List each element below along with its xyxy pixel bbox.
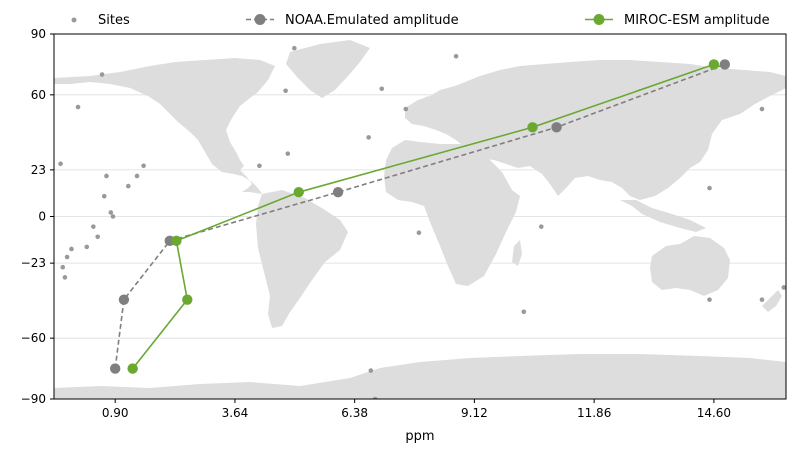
map-land-south-america (256, 190, 348, 328)
site-point-6 (99, 72, 105, 77)
miroc-point-1 (182, 294, 193, 305)
plot-area (54, 34, 786, 399)
site-point-10 (84, 244, 90, 250)
legend-label-sites: Sites (98, 13, 130, 28)
site-point-32 (781, 285, 786, 290)
noaa-line (114, 63, 726, 369)
site-point-12 (64, 254, 70, 260)
map-land-australia (650, 236, 730, 296)
legend-marker-noaa (254, 14, 266, 25)
noaa-point-4 (551, 122, 562, 133)
legend-entry-miroc: MIROC-ESM amplitude (585, 13, 770, 28)
map-land-southeast-asia (620, 200, 706, 232)
x-tick-label-3: 9.12 (461, 406, 488, 420)
site-point-14 (95, 234, 101, 240)
site-point-13 (60, 264, 66, 270)
site-point-8 (134, 173, 140, 179)
y-tick-label-0: −90 (21, 392, 46, 406)
x-tick-label-2: 6.38 (341, 406, 368, 420)
site-point-31 (759, 106, 765, 112)
noaa-point-0 (109, 363, 121, 374)
site-point-20 (283, 88, 288, 94)
noaa-point-5 (719, 59, 731, 70)
x-tick-label-0: 0.90 (102, 406, 129, 420)
map-land-africa (384, 140, 520, 286)
sites-points (58, 45, 786, 399)
site-point-7 (125, 183, 131, 189)
site-point-3 (104, 173, 109, 179)
x-tick-label-4: 11.86 (577, 406, 611, 420)
site-point-29 (707, 297, 712, 302)
site-point-25 (453, 54, 459, 59)
noaa-point-3 (332, 186, 344, 198)
legend-marker-miroc (593, 14, 605, 25)
legend-entry-sites: Sites (71, 13, 130, 28)
site-point-15 (91, 224, 96, 229)
site-point-11 (69, 246, 74, 252)
legend: Sites NOAA.Emulated amplitude MIROC-ESM … (71, 13, 770, 28)
site-point-22 (379, 86, 385, 92)
legend-label-noaa: NOAA.Emulated amplitude (285, 13, 459, 28)
legend-label-miroc: MIROC-ESM amplitude (624, 13, 770, 28)
miroc-point-2 (171, 235, 182, 247)
site-point-4 (110, 214, 116, 219)
legend-entry-noaa: NOAA.Emulated amplitude (246, 13, 459, 28)
y-tick-label-3: 0 (38, 210, 46, 224)
site-point-28 (707, 185, 712, 191)
series-miroc (127, 59, 720, 374)
map-land-north-america (54, 58, 275, 194)
miroc-point-4 (527, 122, 538, 133)
miroc-point-0 (127, 363, 138, 374)
grid (54, 94, 786, 339)
noaa-point-1 (118, 294, 130, 305)
site-point-18 (285, 151, 291, 156)
x-axis-label: ppm (405, 429, 434, 444)
miroc-point-3 (293, 186, 304, 198)
site-point-27 (538, 224, 544, 229)
x-axis: 0.90 3.64 6.38 9.12 11.86 14.60 (102, 399, 731, 420)
site-point-17 (257, 163, 262, 169)
map-land-greenland (286, 40, 370, 98)
site-point-30 (759, 297, 765, 302)
site-point-19 (292, 45, 297, 51)
x-tick-label-1: 3.64 (222, 406, 249, 420)
map-land-new-zealand (762, 290, 782, 312)
y-tick-label-6: 90 (31, 27, 46, 41)
site-point-9 (141, 163, 146, 169)
site-point-34 (372, 396, 378, 399)
site-point-0 (58, 161, 63, 167)
y-tick-label-2: −23 (21, 256, 46, 270)
site-point-21 (366, 135, 371, 140)
miroc-point-5 (708, 59, 720, 70)
miroc-line (132, 63, 715, 370)
y-tick-label-4: 23 (31, 163, 46, 177)
map-land-britain (418, 96, 432, 114)
site-point-2 (75, 104, 81, 110)
site-point-1 (62, 275, 68, 280)
site-point-26 (521, 309, 527, 315)
map-land-madagascar (512, 240, 522, 266)
y-tick-label-1: −60 (21, 331, 46, 345)
y-tick-label-5: 60 (31, 88, 46, 102)
site-point-33 (368, 368, 374, 373)
site-point-24 (416, 230, 422, 236)
x-tick-label-5: 14.60 (697, 406, 731, 420)
y-axis: −90 −60 −23 0 23 60 90 (21, 27, 54, 406)
site-point-16 (101, 193, 107, 199)
site-point-5 (108, 210, 114, 215)
legend-marker-sites (71, 17, 77, 23)
map-land-antarctica (54, 354, 786, 399)
site-point-23 (403, 106, 409, 112)
